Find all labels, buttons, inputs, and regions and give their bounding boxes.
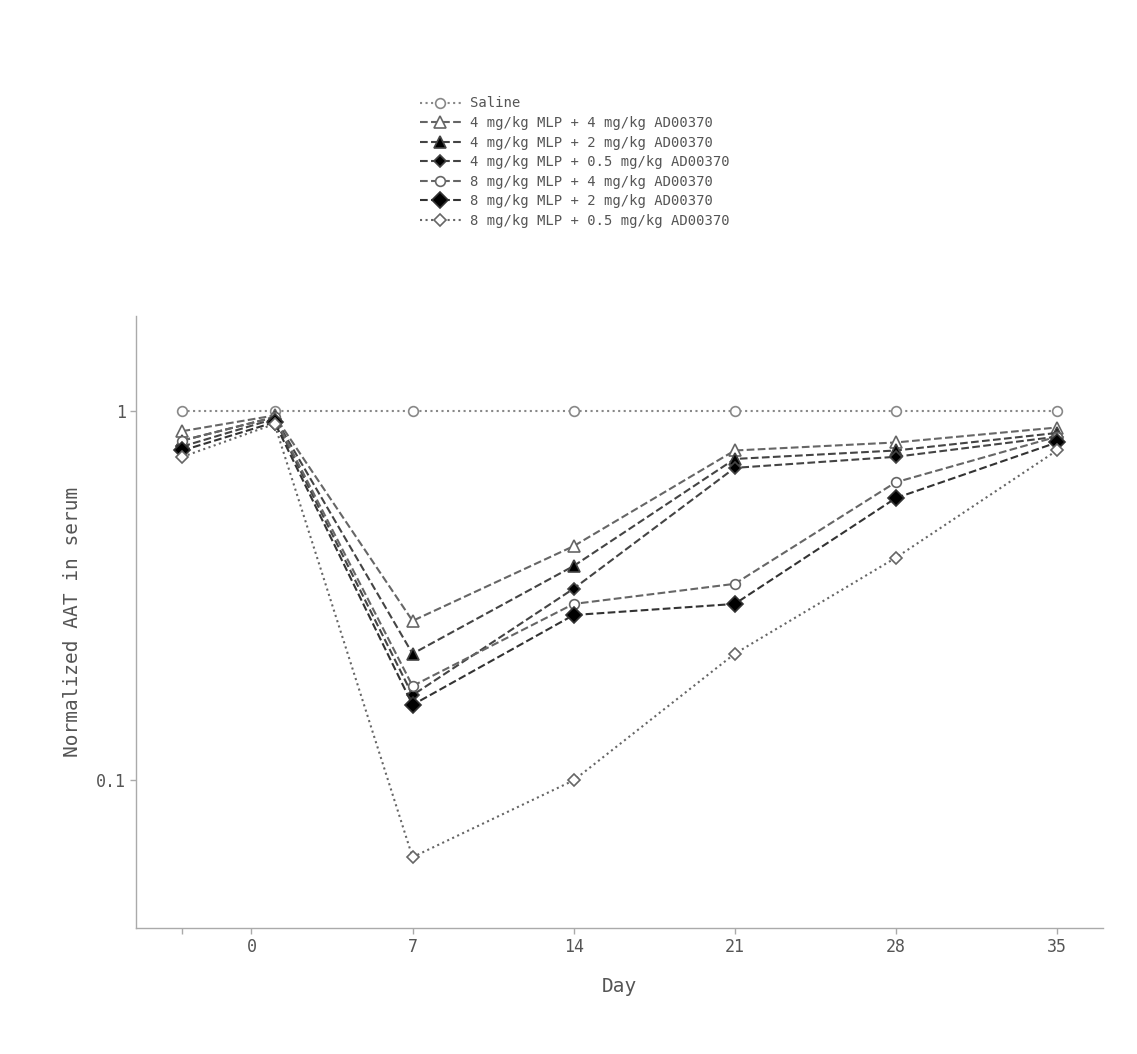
8 mg/kg MLP + 0.5 mg/kg AD00370	[406, 851, 420, 863]
4 mg/kg MLP + 0.5 mg/kg AD00370	[567, 582, 581, 594]
Saline	[567, 405, 581, 417]
4 mg/kg MLP + 2 mg/kg AD00370	[406, 647, 420, 660]
4 mg/kg MLP + 2 mg/kg AD00370	[1051, 427, 1064, 440]
4 mg/kg MLP + 2 mg/kg AD00370	[728, 452, 741, 465]
4 mg/kg MLP + 0.5 mg/kg AD00370	[175, 441, 189, 453]
4 mg/kg MLP + 2 mg/kg AD00370	[267, 411, 281, 424]
4 mg/kg MLP + 4 mg/kg AD00370	[889, 436, 903, 449]
8 mg/kg MLP + 4 mg/kg AD00370	[567, 598, 581, 610]
4 mg/kg MLP + 0.5 mg/kg AD00370	[889, 450, 903, 463]
Saline	[267, 405, 281, 417]
8 mg/kg MLP + 4 mg/kg AD00370	[728, 578, 741, 590]
Line: 4 mg/kg MLP + 0.5 mg/kg AD00370: 4 mg/kg MLP + 0.5 mg/kg AD00370	[179, 414, 1061, 699]
8 mg/kg MLP + 0.5 mg/kg AD00370	[889, 551, 903, 564]
8 mg/kg MLP + 0.5 mg/kg AD00370	[267, 417, 281, 430]
4 mg/kg MLP + 4 mg/kg AD00370	[1051, 422, 1064, 434]
Saline	[1051, 405, 1064, 417]
Y-axis label: Normalized AAT in serum: Normalized AAT in serum	[64, 487, 82, 757]
Line: 4 mg/kg MLP + 4 mg/kg AD00370: 4 mg/kg MLP + 4 mg/kg AD00370	[177, 410, 1062, 626]
8 mg/kg MLP + 4 mg/kg AD00370	[1051, 430, 1064, 443]
Line: 4 mg/kg MLP + 2 mg/kg AD00370: 4 mg/kg MLP + 2 mg/kg AD00370	[177, 412, 1062, 660]
Line: Saline: Saline	[177, 406, 1062, 415]
Saline	[406, 405, 420, 417]
8 mg/kg MLP + 4 mg/kg AD00370	[889, 476, 903, 489]
4 mg/kg MLP + 2 mg/kg AD00370	[889, 444, 903, 456]
8 mg/kg MLP + 4 mg/kg AD00370	[175, 434, 189, 447]
4 mg/kg MLP + 4 mg/kg AD00370	[728, 444, 741, 456]
8 mg/kg MLP + 0.5 mg/kg AD00370	[728, 647, 741, 660]
8 mg/kg MLP + 0.5 mg/kg AD00370	[1051, 444, 1064, 456]
Line: 8 mg/kg MLP + 0.5 mg/kg AD00370: 8 mg/kg MLP + 0.5 mg/kg AD00370	[179, 419, 1061, 861]
Line: 8 mg/kg MLP + 4 mg/kg AD00370: 8 mg/kg MLP + 4 mg/kg AD00370	[177, 412, 1062, 690]
Saline	[728, 405, 741, 417]
4 mg/kg MLP + 4 mg/kg AD00370	[175, 425, 189, 437]
8 mg/kg MLP + 2 mg/kg AD00370	[1051, 436, 1064, 449]
8 mg/kg MLP + 2 mg/kg AD00370	[567, 609, 581, 622]
Legend: Saline, 4 mg/kg MLP + 4 mg/kg AD00370, 4 mg/kg MLP + 2 mg/kg AD00370, 4 mg/kg ML: Saline, 4 mg/kg MLP + 4 mg/kg AD00370, 4…	[414, 91, 735, 233]
4 mg/kg MLP + 0.5 mg/kg AD00370	[267, 412, 281, 425]
8 mg/kg MLP + 4 mg/kg AD00370	[267, 411, 281, 424]
4 mg/kg MLP + 4 mg/kg AD00370	[406, 614, 420, 627]
8 mg/kg MLP + 2 mg/kg AD00370	[728, 598, 741, 610]
Line: 8 mg/kg MLP + 2 mg/kg AD00370: 8 mg/kg MLP + 2 mg/kg AD00370	[177, 416, 1062, 710]
8 mg/kg MLP + 0.5 mg/kg AD00370	[567, 774, 581, 786]
4 mg/kg MLP + 4 mg/kg AD00370	[567, 540, 581, 552]
8 mg/kg MLP + 4 mg/kg AD00370	[406, 680, 420, 692]
4 mg/kg MLP + 4 mg/kg AD00370	[267, 409, 281, 422]
4 mg/kg MLP + 0.5 mg/kg AD00370	[406, 689, 420, 702]
4 mg/kg MLP + 2 mg/kg AD00370	[567, 560, 581, 572]
Saline	[889, 405, 903, 417]
4 mg/kg MLP + 2 mg/kg AD00370	[175, 434, 189, 447]
8 mg/kg MLP + 2 mg/kg AD00370	[175, 444, 189, 456]
8 mg/kg MLP + 2 mg/kg AD00370	[267, 416, 281, 429]
8 mg/kg MLP + 2 mg/kg AD00370	[889, 492, 903, 505]
Saline	[175, 405, 189, 417]
8 mg/kg MLP + 2 mg/kg AD00370	[406, 699, 420, 711]
4 mg/kg MLP + 0.5 mg/kg AD00370	[728, 462, 741, 474]
4 mg/kg MLP + 0.5 mg/kg AD00370	[1051, 430, 1064, 443]
X-axis label: Day: Day	[601, 977, 638, 996]
8 mg/kg MLP + 0.5 mg/kg AD00370	[175, 450, 189, 463]
